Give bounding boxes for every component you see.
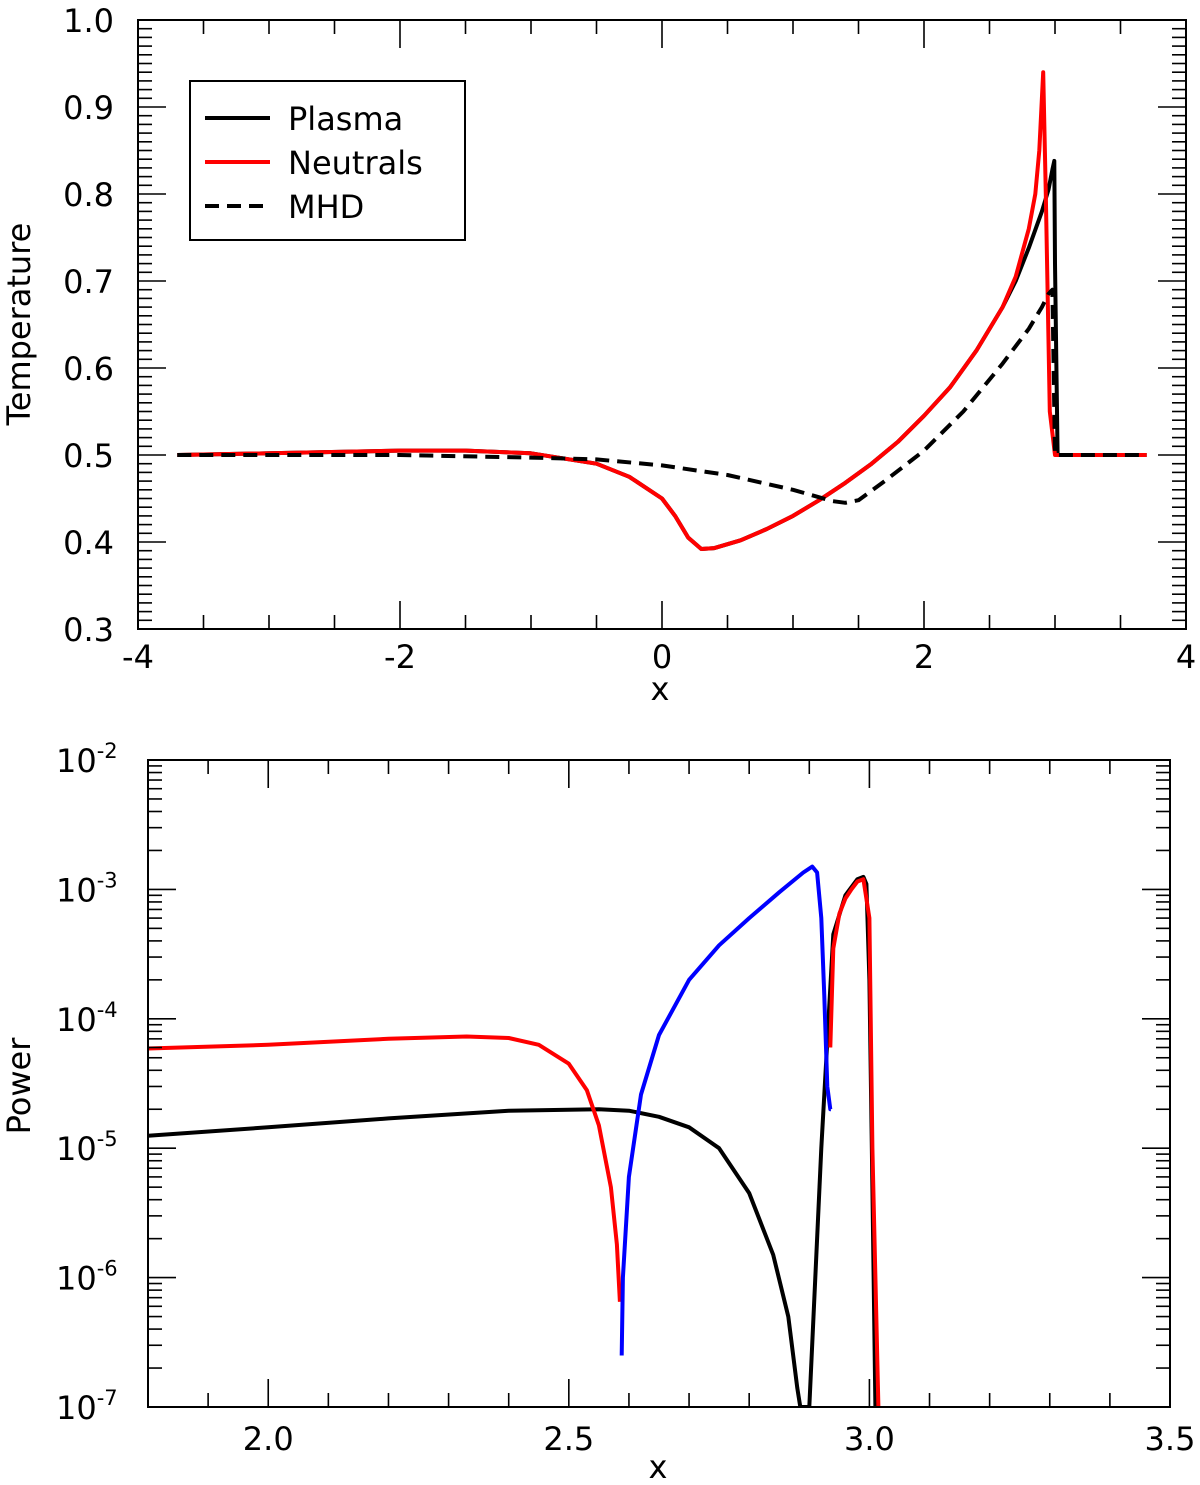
- top-y-tick-label: 0.9: [63, 89, 114, 127]
- legend-label-neutrals: Neutrals: [288, 144, 423, 182]
- bottom-tick-labels: 2.0 2.5 3.0 3.5 10-7 10-6 10-5 10-4 10-3 10-2: [56, 739, 1195, 1458]
- bottom-x-tick-label: 2.5: [543, 1420, 594, 1458]
- series-mhd-line: [177, 287, 1147, 505]
- series-neutrals-line: [177, 70, 1147, 551]
- bottom-plot-frame: [147, 759, 1171, 1408]
- bottom-y-tick-label: 10-2: [56, 739, 118, 780]
- legend-label-mhd: MHD: [288, 188, 364, 226]
- top-x-tick-label: -2: [384, 638, 416, 676]
- top-x-tick-label: 2: [914, 638, 934, 676]
- top-y-axis-label: Temperature: [0, 223, 38, 427]
- bottom-y-tick-label: 10-6: [56, 1257, 118, 1298]
- neutral-power-negative-line: [619, 864, 833, 1356]
- temperature-chart: -4 -2 0 2 4 0.3 0.4 0.5 0.6 0.7 0.8 0.9 1.0 x Temper…: [0, 2, 1196, 708]
- top-tick-marks: [137, 19, 1187, 630]
- bottom-y-tick-label: 10-3: [56, 868, 118, 909]
- top-y-tick-label: 1.0: [63, 2, 114, 40]
- top-tick-labels: -4 -2 0 2 4 0.3 0.4 0.5 0.6 0.7 0.8 0.9 1.0: [63, 2, 1196, 676]
- top-y-tick-label: 0.3: [63, 611, 114, 649]
- bottom-x-tick-label: 3.0: [844, 1420, 895, 1458]
- top-y-tick-label: 0.5: [63, 437, 114, 475]
- bottom-x-tick-label: 3.5: [1145, 1420, 1196, 1458]
- top-y-tick-label: 0.8: [63, 176, 114, 214]
- bottom-y-tick-label: 10-5: [56, 1127, 118, 1168]
- bottom-y-axis-label: Power: [0, 1037, 38, 1135]
- top-y-tick-label: 0.6: [63, 350, 114, 388]
- top-series-layer: [177, 70, 1147, 551]
- top-x-tick-label: 0: [652, 638, 672, 676]
- power-chart: 2.0 2.5 3.0 3.5 10-7 10-6 10-5 10-4 10-3 10-2 x P…: [0, 739, 1195, 1485]
- top-x-tick-label: -4: [122, 638, 154, 676]
- bottom-y-tick-label: 10-4: [56, 998, 118, 1039]
- neutral-power-positive-line: [148, 1034, 622, 1302]
- bottom-tick-marks: [147, 759, 1171, 1408]
- legend: Plasma Neutrals MHD: [189, 80, 466, 241]
- top-x-tick-label: 4: [1176, 638, 1196, 676]
- bottom-x-axis-label: x: [649, 1448, 668, 1485]
- legend-label-plasma: Plasma: [288, 100, 403, 138]
- top-x-axis-label: x: [651, 670, 670, 708]
- top-y-tick-label: 0.4: [63, 524, 114, 562]
- top-y-tick-label: 0.7: [63, 263, 114, 301]
- bottom-y-tick-label: 10-7: [56, 1386, 118, 1427]
- bottom-series-layer: [148, 864, 881, 1407]
- bottom-x-tick-label: 2.0: [243, 1420, 294, 1458]
- neutral-power-positive-2-line: [828, 877, 881, 1407]
- plasma-power-line: [148, 874, 878, 1407]
